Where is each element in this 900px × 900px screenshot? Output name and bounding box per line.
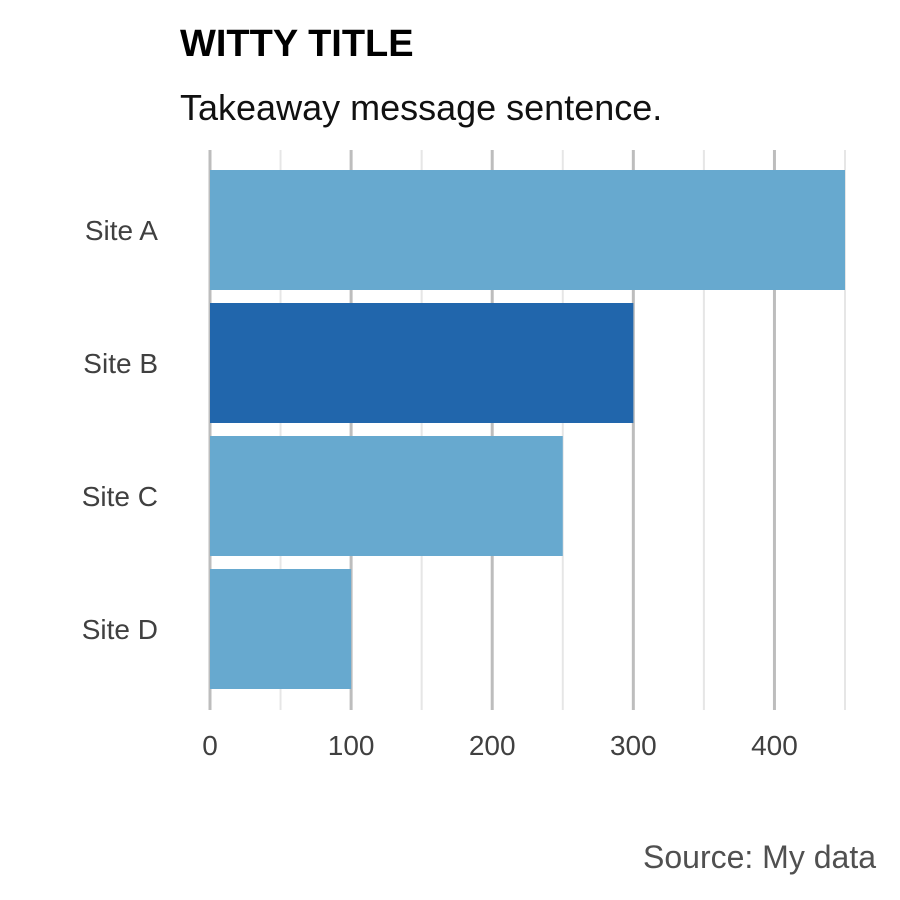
chart-title: WITTY TITLE	[180, 23, 414, 65]
category-labels: Site A Site B Site C Site D	[82, 215, 159, 645]
bar-site-c	[210, 436, 563, 556]
category-label: Site B	[83, 348, 158, 379]
bars	[210, 170, 845, 689]
x-tick-label: 400	[751, 730, 798, 761]
bar-site-a	[210, 170, 845, 290]
chart-subtitle: Takeaway message sentence.	[180, 87, 662, 128]
category-label: Site C	[82, 481, 158, 512]
x-tick-label: 0	[202, 730, 218, 761]
category-label: Site D	[82, 614, 158, 645]
source-note: Source: My data	[643, 839, 876, 875]
bar-site-b	[210, 303, 634, 423]
x-tick-label: 100	[328, 730, 375, 761]
x-tick-label: 200	[469, 730, 516, 761]
category-label: Site A	[85, 215, 158, 246]
bar-site-d	[210, 569, 352, 689]
x-tick-label: 300	[610, 730, 657, 761]
x-axis-tick-labels: 0 100 200 300 400	[202, 730, 798, 761]
